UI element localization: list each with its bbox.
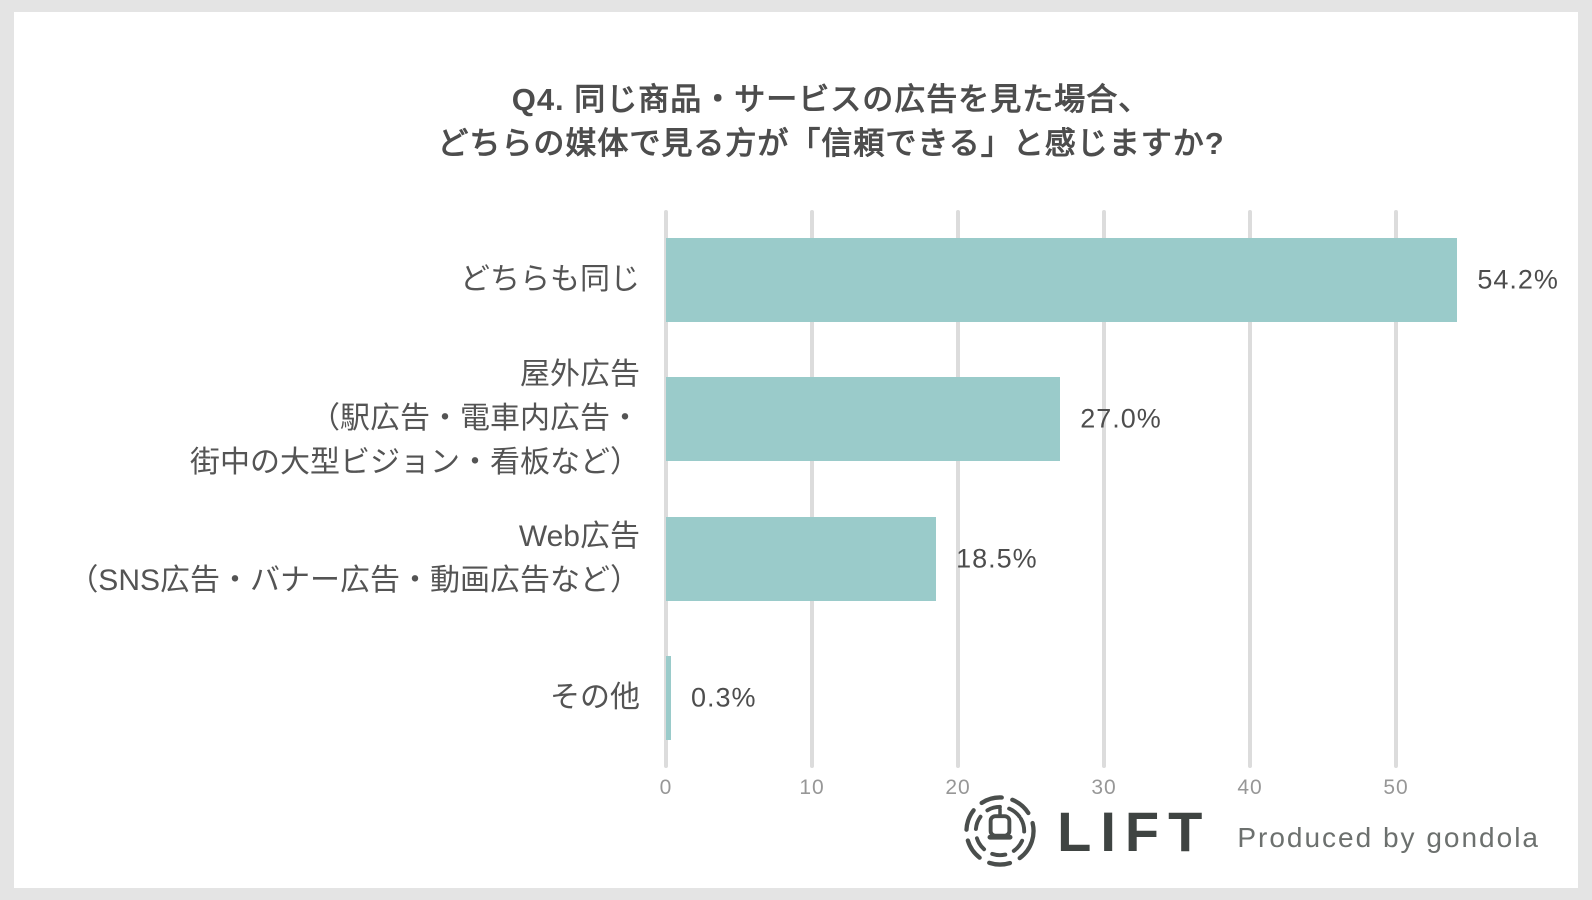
bar-chart-plot-area: 0 10 20 30 40 50 54.2% どちらも同じ 27.0% 屋外広告 （駅広告・電車内広… — [14, 12, 1578, 888]
category-label-line: どちらも同じ — [460, 262, 640, 296]
category-label-line: （駅広告・電車内広告・ — [310, 402, 640, 436]
chart-title: Q4. 同じ商品・サービスの広告を見た場合、 どちらの媒体で見る方が「信頼できる… — [14, 78, 1578, 166]
gridline-x-50 — [1394, 210, 1398, 768]
gridline-x-20 — [956, 210, 960, 768]
category-label-line: Web広告 — [518, 519, 640, 553]
category-label-line: 屋外広告 — [520, 358, 640, 392]
gondola-lift-icon — [964, 795, 1036, 867]
gridline-x-10 — [810, 210, 814, 768]
category-label-line: 街中の大型ビジョン・看板など） — [190, 446, 640, 480]
chart-title-line-2: どちらの媒体で見る方が「信頼できる」と感じますか? — [437, 126, 1225, 161]
x-tick-label-30: 30 — [1091, 776, 1117, 799]
bar-1 — [666, 377, 1061, 462]
x-tick-label-20: 20 — [945, 776, 971, 799]
bar-2 — [666, 516, 937, 601]
bar-3 — [666, 656, 671, 741]
chart-title-line-1: Q4. 同じ商品・サービスの広告を見た場合、 — [511, 82, 1151, 117]
x-tick-label-10: 10 — [799, 776, 825, 799]
x-tick-label-40: 40 — [1237, 776, 1263, 799]
bar-value-label-2: 18.5% — [956, 543, 1038, 574]
bar-value-label-1: 27.0% — [1080, 403, 1162, 434]
chart-card: Q4. 同じ商品・サービスの広告を見た場合、 どちらの媒体で見る方が「信頼できる… — [14, 12, 1578, 888]
category-label-0: どちらも同じ — [14, 258, 640, 302]
gridline-x-40 — [1248, 210, 1252, 768]
gridline-x-30 — [1102, 210, 1106, 768]
lift-wordmark: LIFT — [1057, 799, 1212, 863]
footer-logo: LIFT Produced by gondola — [961, 792, 1540, 870]
x-tick-label-50: 50 — [1383, 776, 1409, 799]
category-label-line: その他 — [550, 681, 640, 715]
category-label-3: その他 — [14, 676, 640, 720]
x-tick-label-0: 0 — [659, 776, 673, 799]
produced-by-credit: Produced by gondola — [1237, 822, 1540, 853]
bar-value-label-3: 0.3% — [691, 682, 757, 713]
category-label-line: （SNS広告・バナー広告・動画広告など） — [68, 563, 640, 597]
bar-0 — [666, 237, 1458, 322]
gridline-x-0 — [664, 210, 668, 768]
category-label-1: 屋外広告 （駅広告・電車内広告・街中の大型ビジョン・看板など） — [14, 353, 640, 485]
category-label-2: Web広告 （SNS広告・バナー広告・動画広告など） — [14, 515, 640, 603]
bar-value-label-0: 54.2% — [1477, 264, 1559, 295]
